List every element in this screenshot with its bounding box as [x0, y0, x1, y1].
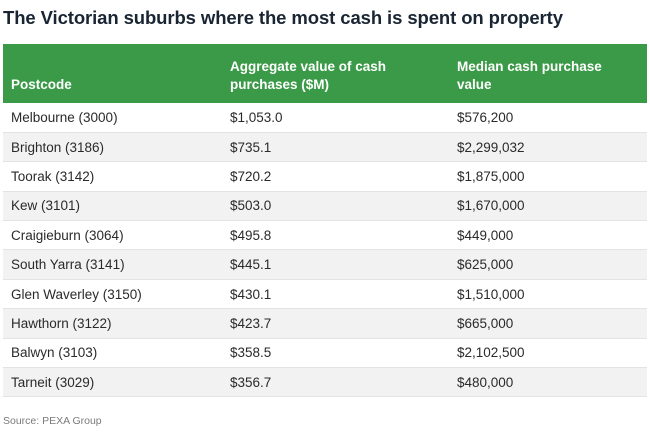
cell-postcode: Toorak (3142)	[3, 161, 222, 192]
column-header-aggregate-value: Aggregate value of cash purchases ($M)	[222, 44, 449, 103]
cell-postcode: South Yarra (3141)	[3, 249, 222, 280]
cell-median-value: $1,875,000	[449, 161, 647, 192]
cell-median-value: $2,102,500	[449, 338, 647, 369]
cell-median-value: $449,000	[449, 220, 647, 251]
table-row: Hawthorn (3122) $423.7 $665,000	[3, 308, 647, 339]
table-row: Balwyn (3103) $358.5 $2,102,500	[3, 338, 647, 369]
cell-median-value: $1,670,000	[449, 191, 647, 222]
table-row: South Yarra (3141) $445.1 $625,000	[3, 249, 647, 280]
cell-aggregate-value: $423.7	[222, 308, 449, 339]
cell-median-value: $576,200	[449, 103, 647, 133]
cell-postcode: Balwyn (3103)	[3, 338, 222, 369]
cell-postcode: Brighton (3186)	[3, 132, 222, 163]
cash-purchases-table: Postcode Aggregate value of cash purchas…	[3, 44, 647, 398]
cell-aggregate-value: $735.1	[222, 132, 449, 163]
source-note: Source: PEXA Group	[3, 415, 102, 427]
cell-aggregate-value: $1,053.0	[222, 103, 449, 133]
cell-aggregate-value: $503.0	[222, 191, 449, 222]
cell-aggregate-value: $445.1	[222, 249, 449, 280]
table-row: Kew (3101) $503.0 $1,670,000	[3, 191, 647, 222]
cell-postcode: Tarneit (3029)	[3, 367, 222, 398]
cell-aggregate-value: $356.7	[222, 367, 449, 398]
header-row: Postcode Aggregate value of cash purchas…	[3, 44, 647, 103]
cell-median-value: $1,510,000	[449, 279, 647, 310]
table-row: Craigieburn (3064) $495.8 $449,000	[3, 220, 647, 251]
table-row: Glen Waverley (3150) $430.1 $1,510,000	[3, 279, 647, 310]
cell-aggregate-value: $720.2	[222, 161, 449, 192]
table-row: Tarneit (3029) $356.7 $480,000	[3, 367, 647, 398]
cell-postcode: Glen Waverley (3150)	[3, 279, 222, 310]
cell-postcode: Melbourne (3000)	[3, 103, 222, 133]
cell-aggregate-value: $430.1	[222, 279, 449, 310]
table-row: Brighton (3186) $735.1 $2,299,032	[3, 132, 647, 163]
column-header-median-value: Median cash purchase value	[449, 44, 647, 103]
table-row: Toorak (3142) $720.2 $1,875,000	[3, 161, 647, 192]
cell-median-value: $480,000	[449, 367, 647, 398]
table-body: Melbourne (3000) $1,053.0 $576,200 Brighton…	[3, 103, 647, 398]
cell-postcode: Hawthorn (3122)	[3, 308, 222, 339]
cell-postcode: Craigieburn (3064)	[3, 220, 222, 251]
cell-median-value: $625,000	[449, 249, 647, 280]
column-header-postcode: Postcode	[3, 44, 222, 103]
table-title: The Victorian suburbs where the most cas…	[3, 7, 563, 28]
table-row: Melbourne (3000) $1,053.0 $576,200	[3, 103, 647, 133]
cell-postcode: Kew (3101)	[3, 191, 222, 222]
cell-median-value: $2,299,032	[449, 132, 647, 163]
cell-median-value: $665,000	[449, 308, 647, 339]
cell-aggregate-value: $358.5	[222, 338, 449, 369]
cell-aggregate-value: $495.8	[222, 220, 449, 251]
